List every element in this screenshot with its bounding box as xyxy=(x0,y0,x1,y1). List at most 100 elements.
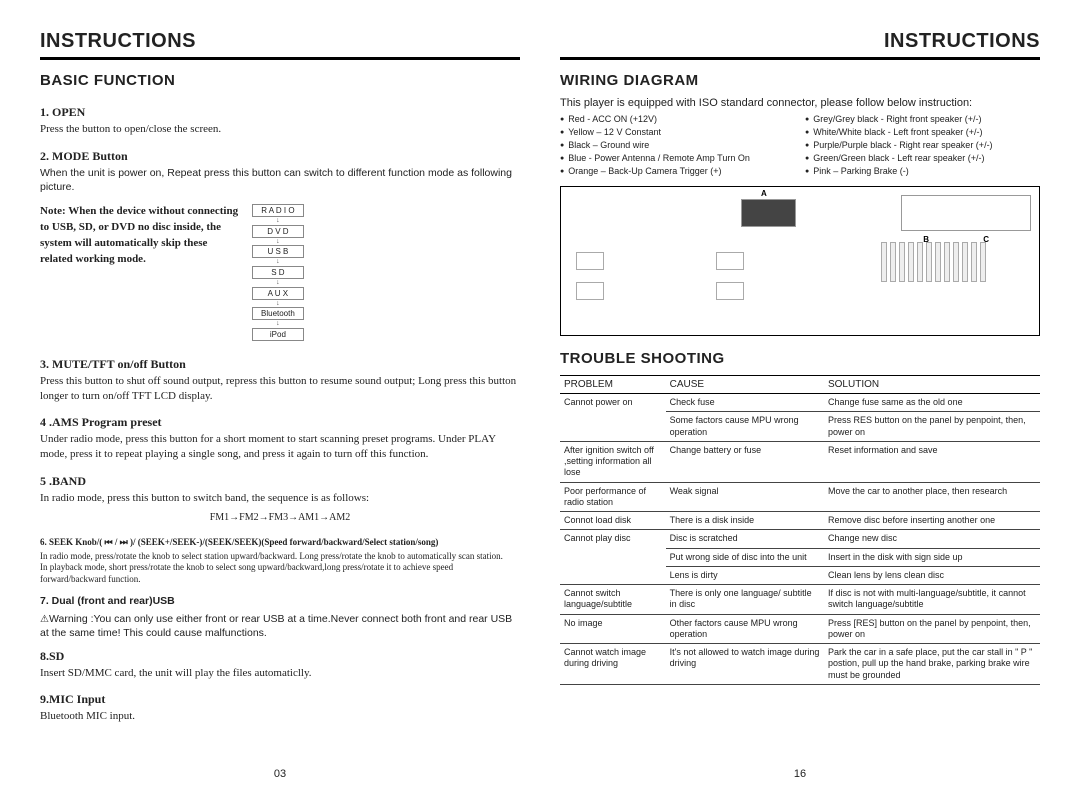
wire-item: Red - ACC ON (+12V) xyxy=(560,113,795,126)
cell-cause: There is a disk inside xyxy=(666,512,824,530)
dual-warn-text: Warning :You can only use either front o… xyxy=(40,613,512,640)
table-row: After ignition switch off ,setting infor… xyxy=(560,441,1040,482)
cell-cause: Put wrong side of disc into the unit xyxy=(666,548,824,566)
cell-problem: Cannot switch language/subtitle xyxy=(560,585,666,615)
seek-text-2: In playback mode, short press/rotate the… xyxy=(40,562,520,585)
rca-wire-icon xyxy=(917,242,923,282)
table-row: Cannot power onCheck fuseChange fuse sam… xyxy=(560,394,1040,412)
cell-problem: Cannot watch image during driving xyxy=(560,644,666,685)
ladder-arrow-icon: ↓ xyxy=(252,321,304,327)
wiring-diagram-box: A B C xyxy=(560,186,1040,336)
table-row: Connot load diskThere is a disk insideRe… xyxy=(560,512,1040,530)
sd-heading: 8.SD xyxy=(40,649,520,664)
page-left: INSTRUCTIONS BASIC FUNCTION 1. OPEN Pres… xyxy=(20,30,540,780)
cell-cause: Check fuse xyxy=(666,394,824,412)
band-heading: 5 .BAND xyxy=(40,474,520,489)
warning-icon: ⚠ xyxy=(40,613,49,627)
rca-wire-icon xyxy=(935,242,941,282)
ladder-arrow-icon: ↓ xyxy=(252,301,304,307)
troubleshooting-table: PROBLEM CAUSE SOLUTION Cannot power onCh… xyxy=(560,375,1040,685)
wire-item: Orange – Back-Up Camera Trigger (+) xyxy=(560,165,795,178)
cell-cause: There is only one language/ subtitle in … xyxy=(666,585,824,615)
cell-problem: After ignition switch off ,setting infor… xyxy=(560,441,666,482)
cell-solution: Insert in the disk with sign side up xyxy=(824,548,1040,566)
section-wiring: WIRING DIAGRAM xyxy=(560,72,1040,89)
cell-solution: Press RES button on the panel by penpoin… xyxy=(824,412,1040,442)
speaker-icon xyxy=(716,282,744,300)
section-basic-function: BASIC FUNCTION xyxy=(40,72,520,89)
cell-cause: Lens is dirty xyxy=(666,566,824,584)
wire-item: Pink – Parking Brake (-) xyxy=(805,165,1040,178)
rca-wire-icon xyxy=(962,242,968,282)
mic-text: Bluetooth MIC input. xyxy=(40,709,520,724)
wire-item: Grey/Grey black - Right front speaker (+… xyxy=(805,113,1040,126)
mode-ladder: R A D I O ↓ D V D ↓ U S B ↓ S D ↓ A U X … xyxy=(252,204,304,341)
diagram-connector-icon xyxy=(741,199,796,227)
dual-heading: 7. Dual (front and rear)USB xyxy=(40,594,520,608)
cell-cause: Other factors cause MPU wrong operation xyxy=(666,614,824,644)
wire-item: White/White black - Left front speaker (… xyxy=(805,126,1040,139)
mode-ladder-item: R A D I O xyxy=(252,204,304,217)
th-problem: PROBLEM xyxy=(560,376,666,394)
rca-wire-icon xyxy=(899,242,905,282)
wire-item: Purple/Purple black - Right rear speaker… xyxy=(805,139,1040,152)
cell-cause: It's not allowed to watch image during d… xyxy=(666,644,824,685)
cell-solution: If disc is not with multi-language/subti… xyxy=(824,585,1040,615)
cell-solution: Move the car to another place, then rese… xyxy=(824,482,1040,512)
speaker-icon xyxy=(576,282,604,300)
cell-solution: Clean lens by lens clean disc xyxy=(824,566,1040,584)
cell-solution: Press [RES] button on the panel by penpo… xyxy=(824,614,1040,644)
band-sequence: FM1→FM2→FM3→AM1→AM2 xyxy=(40,512,520,523)
cell-solution: Reset information and save xyxy=(824,441,1040,482)
wire-item: Blue - Power Antenna / Remote Amp Turn O… xyxy=(560,152,795,165)
cell-cause: Some factors cause MPU wrong operation xyxy=(666,412,824,442)
th-solution: SOLUTION xyxy=(824,376,1040,394)
diagram-label-a: A xyxy=(761,189,767,198)
cell-solution: Change new disc xyxy=(824,530,1040,548)
wire-item: Black – Ground wire xyxy=(560,139,795,152)
wire-col-b: Grey/Grey black - Right front speaker (+… xyxy=(805,113,1040,178)
mode-text: When the unit is power on, Repeat press … xyxy=(40,166,520,194)
rca-wire-icon xyxy=(953,242,959,282)
wire-item: Yellow – 12 V Constant xyxy=(560,126,795,139)
diagram-unit-icon xyxy=(901,195,1031,231)
cell-solution: Change fuse same as the old one xyxy=(824,394,1040,412)
ams-heading: 4 .AMS Program preset xyxy=(40,415,520,430)
th-cause: CAUSE xyxy=(666,376,824,394)
mode-ladder-item: D V D xyxy=(252,225,304,238)
wire-list: Red - ACC ON (+12V) Yellow – 12 V Consta… xyxy=(560,113,1040,178)
ladder-arrow-icon: ↓ xyxy=(252,280,304,286)
rca-wire-icon xyxy=(926,242,932,282)
mode-ladder-item: iPod xyxy=(252,328,304,341)
cell-cause: Weak signal xyxy=(666,482,824,512)
mode-note: Note: When the device without connecting… xyxy=(40,204,240,341)
rca-wire-icon xyxy=(971,242,977,282)
table-row: Cannot watch image during drivingIt's no… xyxy=(560,644,1040,685)
open-text: Press the button to open/close the scree… xyxy=(40,122,520,137)
mode-heading: 2. MODE Button xyxy=(40,149,520,164)
mode-note-block: Note: When the device without connecting… xyxy=(40,204,520,341)
sd-text: Insert SD/MMC card, the unit will play t… xyxy=(40,666,520,681)
wire-col-a: Red - ACC ON (+12V) Yellow – 12 V Consta… xyxy=(560,113,795,178)
mute-heading: 3. MUTE/TFT on/off Button xyxy=(40,357,520,372)
rca-wire-icon xyxy=(944,242,950,282)
cell-cause: Disc is scratched xyxy=(666,530,824,548)
header-left: INSTRUCTIONS xyxy=(40,30,520,60)
rca-wire-icon xyxy=(890,242,896,282)
page-number-right: 16 xyxy=(560,758,1040,780)
section-troubleshooting: TROUBLE SHOOTING xyxy=(560,350,1040,367)
cell-problem: No image xyxy=(560,614,666,644)
band-text: In radio mode, press this button to swit… xyxy=(40,491,520,506)
table-row: Cannot switch language/subtitleThere is … xyxy=(560,585,1040,615)
mode-ladder-item: S D xyxy=(252,266,304,279)
page-right: INSTRUCTIONS WIRING DIAGRAM This player … xyxy=(540,30,1060,780)
cell-problem: Cannot power on xyxy=(560,394,666,442)
cell-solution: Park the car in a safe place, put the ca… xyxy=(824,644,1040,685)
diagram-rca-wires xyxy=(881,242,1031,327)
wiring-intro: This player is equipped with ISO standar… xyxy=(560,97,1040,109)
mode-ladder-item: Bluetooth xyxy=(252,307,304,320)
cell-problem: Connot load disk xyxy=(560,512,666,530)
table-header-row: PROBLEM CAUSE SOLUTION xyxy=(560,376,1040,394)
seek-text-1: In radio mode, press/rotate the knob to … xyxy=(40,551,520,563)
cell-problem: Poor performance of radio station xyxy=(560,482,666,512)
